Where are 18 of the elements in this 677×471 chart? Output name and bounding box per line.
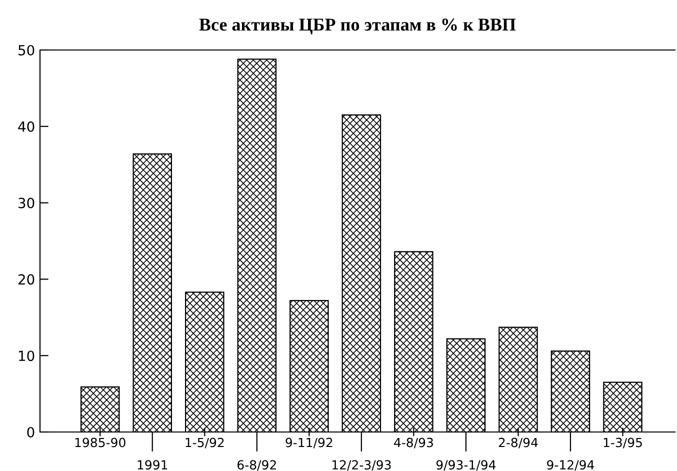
x-tick-label: 12/2-3/93 [332,460,391,471]
y-tick-label: 50 [18,44,34,56]
y-tick-label: 10 [18,350,34,362]
x-tick-label: 4-8/93 [394,438,433,448]
x-tick-label: 9/93-1/94 [436,460,496,471]
chart-title: Все активы ЦБР по этапам в % к ВВП [199,18,516,34]
x-tick-label: 9-11/92 [286,438,332,448]
x-tick-label: 2-8/94 [498,438,538,448]
y-tick-label: 20 [18,274,34,285]
x-tick-label: 6-8/92 [238,460,276,471]
x-tick-label: 1-3/95 [604,438,642,448]
x-tick-label: 1985-90 [75,438,126,448]
x-tick-label: 1-5/92 [186,438,224,448]
y-tick-label: 30 [18,198,34,208]
y-tick-label: 0 [27,426,34,438]
y-tick-label: 40 [18,121,34,132]
x-tick-label: 9-12/94 [547,460,594,471]
x-tick-label: 1991 [138,460,168,470]
